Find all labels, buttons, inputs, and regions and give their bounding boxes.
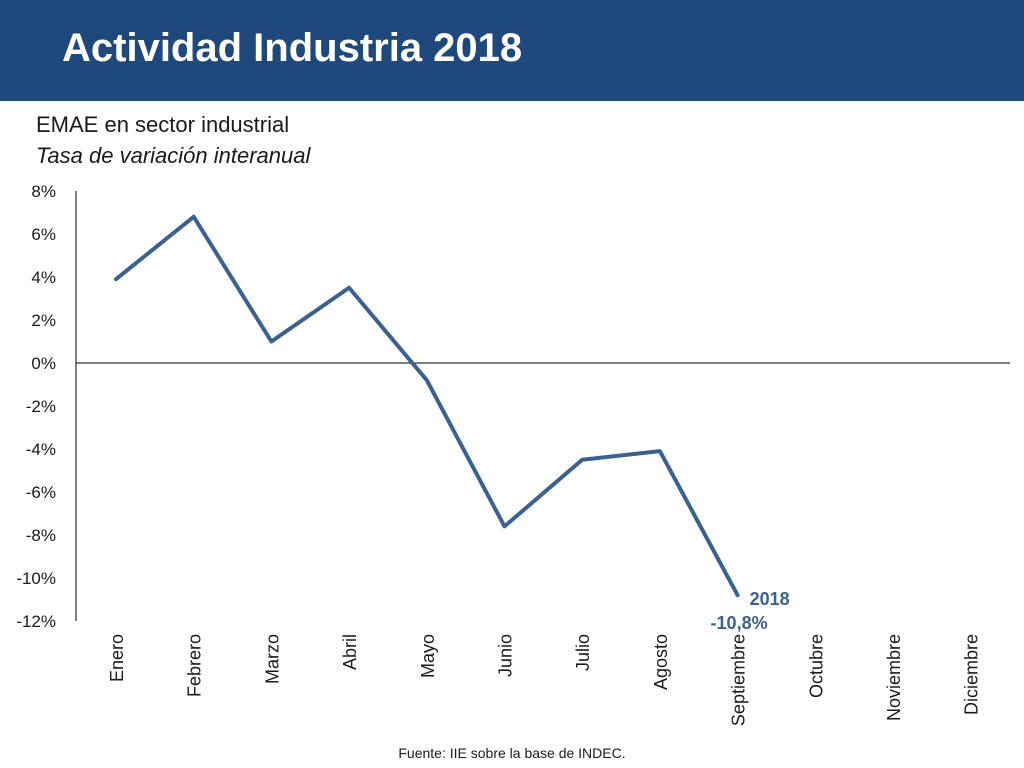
y-tick-label: 2% [31,311,56,330]
chart-subtitle-italic: Tasa de variación interanual [36,143,311,168]
x-tick-label: Septiembre [729,634,749,726]
series-line [114,214,740,598]
y-tick-label: 0% [31,354,56,373]
x-tick-label: Noviembre [884,634,904,721]
x-tick-label: Diciembre [962,634,982,715]
x-tick-label: Agosto [651,634,671,690]
y-tick-label: 6% [31,225,56,244]
data-label: -10,8% [711,613,768,633]
y-tick-label: -6% [26,483,56,502]
x-tick-label: Enero [107,634,127,682]
series-name-label: 2018 [750,589,790,609]
y-tick-label: -2% [26,397,56,416]
y-tick-label: -12% [16,612,56,631]
x-tick-label: Abril [340,634,360,670]
x-tick-label: Mayo [418,634,438,678]
header-bar: Actividad Industria 2018 [0,0,1024,101]
y-tick-label: -10% [16,569,56,588]
y-tick-label: 8% [31,182,56,201]
page-title: Actividad Industria 2018 [62,26,523,70]
x-tick-label: Junio [496,634,516,677]
x-tick-label: Octubre [806,634,826,698]
y-tick-label: -8% [26,526,56,545]
source-note: Fuente: IIE sobre la base de INDEC. [398,745,626,761]
y-tick-label: 4% [31,268,56,287]
x-tick-label: Febrero [185,634,205,697]
y-tick-label: -4% [26,440,56,459]
chart-subtitle: EMAE en sector industrial [36,112,290,137]
x-tick-label: Julio [573,634,593,671]
x-tick-label: Marzo [262,634,282,684]
